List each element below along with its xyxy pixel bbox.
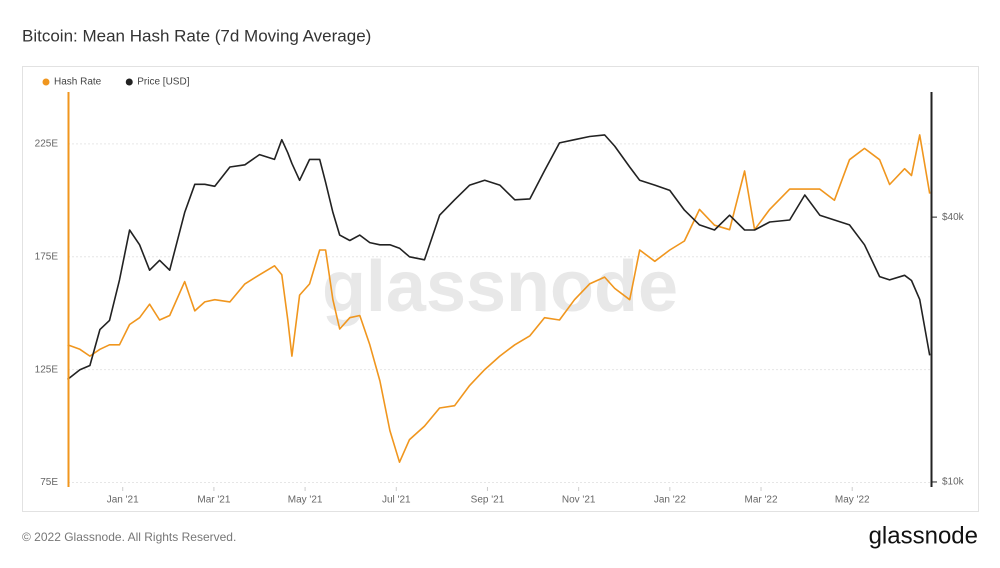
brand-logo: glassnode	[869, 522, 978, 549]
legend-swatch	[125, 78, 133, 86]
x-tick-label: Nov '21	[562, 495, 596, 506]
series-line	[67, 134, 931, 463]
footer: © 2022 Glassnode. All Rights Reserved.	[22, 530, 236, 544]
y-tick-label: 225E	[35, 139, 59, 150]
chart-title: Bitcoin: Mean Hash Rate (7d Moving Avera…	[22, 26, 371, 45]
x-tick-label: Jul '21	[382, 495, 411, 506]
y-tick-label: 175E	[35, 251, 59, 262]
y2-tick-label: $10k	[942, 477, 965, 488]
x-tick-label: Mar '22	[745, 495, 778, 506]
x-tick-label: Mar '21	[197, 495, 230, 506]
x-tick-label: May '22	[835, 495, 870, 506]
legend-label: Price [USD]	[137, 77, 189, 88]
panel	[22, 66, 979, 512]
y2-tick-label: $40k	[942, 212, 965, 223]
x-tick-label: Jan '22	[654, 495, 686, 506]
y-tick-label: 75E	[40, 477, 58, 488]
watermark: glassnode	[322, 247, 678, 327]
legend-swatch	[42, 78, 50, 86]
x-tick-label: Sep '21	[471, 495, 505, 506]
x-tick-label: May '21	[288, 495, 323, 506]
x-tick-label: Jan '21	[107, 495, 139, 506]
legend-label: Hash Rate	[54, 77, 102, 88]
series-line	[67, 134, 931, 381]
y-tick-label: 125E	[35, 364, 59, 375]
